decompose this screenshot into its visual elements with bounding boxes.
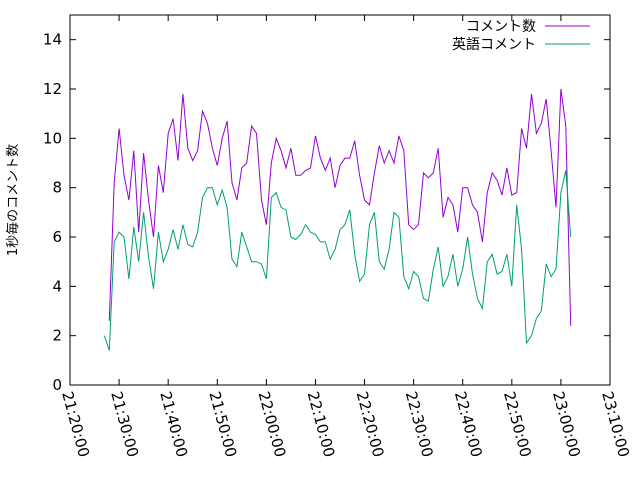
x-tick-label: 22:20:00 xyxy=(353,389,388,459)
y-tick-label: 12 xyxy=(43,80,62,98)
y-tick-label: 2 xyxy=(52,327,62,345)
x-tick-label: 21:30:00 xyxy=(107,389,142,459)
x-tick-label: 22:30:00 xyxy=(402,389,437,459)
series-line-1 xyxy=(103,170,572,351)
series-lines xyxy=(103,88,572,351)
y-tick-label: 8 xyxy=(52,179,62,197)
plot-frame xyxy=(69,14,611,386)
legend-label: コメント数 xyxy=(466,19,536,35)
y-tick-label: 4 xyxy=(52,277,62,295)
x-tick-label: 21:20:00 xyxy=(58,389,93,459)
legend-label: 英語コメント xyxy=(452,36,536,53)
x-tick-label: 23:00:00 xyxy=(549,389,584,459)
y-tick-label: 14 xyxy=(43,31,62,49)
series-line-0 xyxy=(108,88,572,326)
y-axis: 0 2 4 6 8 10 12 14 xyxy=(43,31,610,394)
x-tick-label: 22:10:00 xyxy=(304,389,339,459)
x-tick-label: 23:10:00 xyxy=(598,389,633,459)
x-tick-label: 22:00:00 xyxy=(254,389,289,459)
x-tick-label: 22:40:00 xyxy=(451,389,486,459)
x-tick-label: 22:50:00 xyxy=(500,389,535,459)
y-tick-label: 10 xyxy=(43,129,62,147)
x-axis: 21:20:00 21:30:00 21:40:00 21:50:00 22:00:00… xyxy=(58,15,633,459)
y-axis-label: 1秒毎のコメント数 xyxy=(5,144,21,256)
y-tick-label: 0 xyxy=(52,376,62,394)
x-tick-label: 21:40:00 xyxy=(156,389,191,459)
x-tick-label: 21:50:00 xyxy=(205,389,240,459)
y-tick-label: 6 xyxy=(52,228,62,246)
